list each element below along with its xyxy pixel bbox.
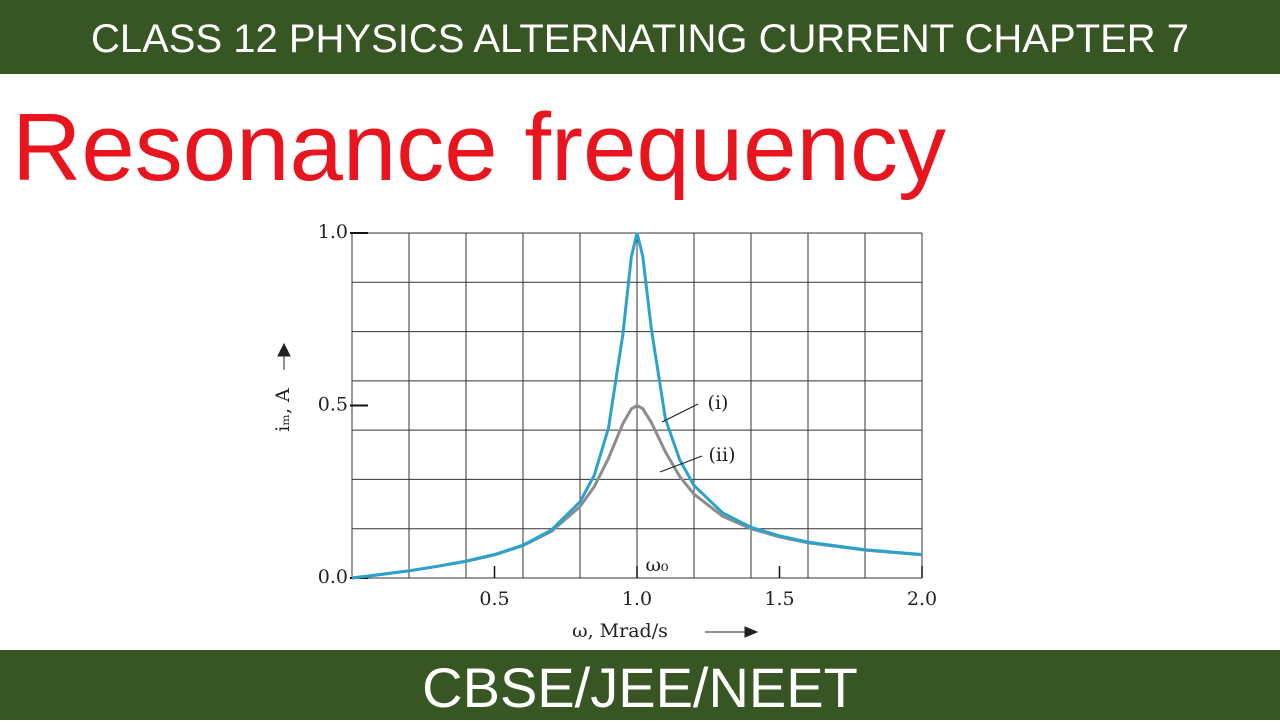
leader-line [659, 455, 703, 473]
annotation: ω₀ [645, 554, 668, 576]
leader-line [661, 403, 699, 423]
y-axis-label: iₘ, A [272, 388, 294, 432]
x-axis-label: ω, Mrad/s [572, 620, 668, 642]
y-tick-label: 1.0 [318, 221, 348, 243]
heading: Resonance frequency [12, 94, 946, 201]
series-line [351, 232, 923, 580]
x-arrow [705, 626, 759, 638]
header: CLASS 12 PHYSICS ALTERNATING CURRENT CHA… [0, 0, 1280, 74]
x-tick-label: 1.5 [764, 588, 794, 610]
x-tick-label: 0.5 [479, 588, 509, 610]
footer: CBSE/JEE/NEET [0, 650, 1280, 720]
series-label: (ii) [709, 444, 736, 466]
y-tick-label: 0.5 [318, 394, 348, 416]
x-tick-label: 1.0 [622, 588, 652, 610]
y-tick-label: 0.0 [318, 566, 348, 588]
x-tick-label: 2.0 [907, 588, 937, 610]
series-label: (i) [708, 392, 729, 414]
y-arrow [277, 342, 291, 370]
